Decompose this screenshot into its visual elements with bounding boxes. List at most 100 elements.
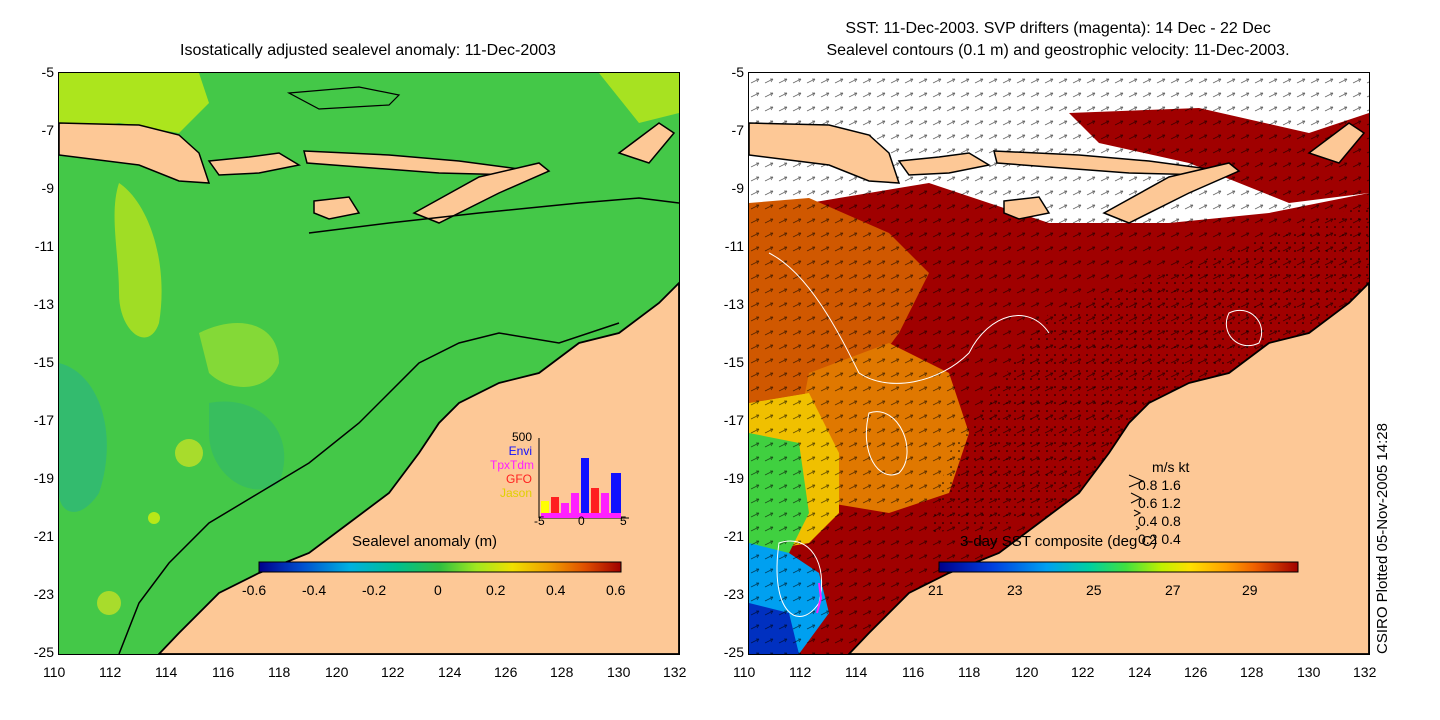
anomaly-spot-3 bbox=[148, 512, 160, 524]
colorbar-tick: -0.6 bbox=[242, 582, 267, 598]
inset-bar bbox=[591, 488, 599, 518]
sealevel-map-graphic bbox=[59, 73, 679, 654]
x-tick: 122 bbox=[381, 664, 405, 680]
shelf-break-contour bbox=[118, 197, 679, 654]
velocity-legend-row: 0.2 0.4 bbox=[1138, 531, 1181, 547]
legend-tpxtdm: TpxTdm bbox=[490, 458, 535, 472]
x-tick: 120 bbox=[325, 664, 349, 680]
x-tick: 132 bbox=[663, 664, 687, 680]
land-lesser-sunda-1 bbox=[897, 152, 992, 176]
anomaly-spot-2 bbox=[97, 591, 121, 615]
y-tick: -5 bbox=[41, 64, 54, 80]
legend-jason: Jason bbox=[499, 486, 532, 500]
right-x-axis: 110 112 114 116 118 120 122 124 126 128 … bbox=[0, 664, 1440, 686]
land-timor bbox=[1102, 162, 1241, 224]
x-tick: 112 bbox=[99, 664, 122, 680]
y-tick: -19 bbox=[723, 470, 744, 486]
inset-legend: 500 Envi TpxTdm GFO Jason bbox=[490, 430, 535, 500]
sst-colorbar-ticks: 21 23 25 27 29 bbox=[928, 582, 1328, 600]
land-sumba bbox=[313, 196, 361, 220]
x-tick: 130 bbox=[1297, 664, 1321, 680]
x-tick: 118 bbox=[268, 664, 291, 680]
x-tick: 126 bbox=[494, 664, 518, 680]
x-tick: 114 bbox=[845, 664, 868, 680]
colorbar-tick: 23 bbox=[1007, 582, 1023, 598]
sst-map bbox=[748, 72, 1370, 655]
land-java bbox=[749, 122, 901, 184]
inset-bar bbox=[561, 503, 569, 518]
y-tick: -15 bbox=[33, 354, 54, 370]
colorbar-tick: 25 bbox=[1086, 582, 1102, 598]
sealevel-colorbar-label: Sealevel anomaly (m) bbox=[352, 533, 498, 550]
velocity-legend-header: m/s kt bbox=[1152, 459, 1190, 475]
y-tick: -21 bbox=[33, 528, 54, 544]
sealevel-colorbar-ticks: -0.6 -0.4 -0.2 0 0.2 0.4 0.6 bbox=[238, 582, 638, 600]
colorbar-tick: 0 bbox=[434, 582, 442, 598]
sealevel-colorbar-bar bbox=[258, 561, 622, 573]
left-x-axis: 110 112 114 116 118 120 122 124 126 128 … bbox=[0, 664, 720, 686]
land-small-islands-ne bbox=[617, 122, 676, 164]
y-tick: -13 bbox=[723, 296, 744, 312]
colorbar-tick: 0.2 bbox=[486, 582, 506, 598]
sealevel-colorbar bbox=[258, 561, 622, 573]
x-tick: 112 bbox=[789, 664, 812, 680]
x-tick: 126 bbox=[1184, 664, 1208, 680]
anomaly-high-northwest bbox=[59, 73, 209, 133]
x-tick: 118 bbox=[958, 664, 981, 680]
anomaly-tongue bbox=[114, 183, 162, 338]
y-tick: -9 bbox=[41, 180, 54, 196]
x-tick: 128 bbox=[1240, 664, 1264, 680]
sst-colorbar-bar bbox=[938, 561, 1299, 573]
altimeter-inset bbox=[538, 438, 629, 519]
inset-base bbox=[541, 513, 621, 518]
sst-colorbar bbox=[938, 561, 1299, 573]
land-sumba bbox=[1003, 196, 1051, 220]
y-tick: -7 bbox=[41, 122, 54, 138]
sealevel-contour bbox=[768, 252, 1050, 384]
land-small-islands-ne bbox=[1307, 122, 1366, 164]
inset-bar bbox=[551, 497, 559, 518]
anomaly-spot-1 bbox=[175, 439, 203, 467]
sst-map-graphic bbox=[749, 73, 1369, 654]
inset-bar bbox=[601, 493, 609, 518]
right-map-title-line2: Sealevel contours (0.1 m) and geostrophi… bbox=[826, 42, 1290, 59]
velocity-legend-arrows bbox=[1128, 474, 1145, 531]
x-tick: 132 bbox=[1353, 664, 1377, 680]
land-australia bbox=[157, 281, 679, 654]
colorbar-tick: 29 bbox=[1242, 582, 1258, 598]
svp-drifter-track bbox=[816, 582, 823, 614]
land-australia bbox=[847, 281, 1369, 654]
colorbar-tick: -0.4 bbox=[302, 582, 327, 598]
velocity-legend: m/s kt 0.8 1.6 0.6 1.2 0.4 0.8 0.2 0.4 bbox=[1138, 458, 1189, 548]
inset-bar bbox=[581, 458, 589, 518]
colorbar-tick: 21 bbox=[928, 582, 944, 598]
inset-y-tick: 500 bbox=[511, 430, 532, 444]
y-tick: -13 bbox=[33, 296, 54, 312]
shelf-vectors bbox=[929, 203, 1369, 533]
inset-bar bbox=[541, 501, 549, 518]
y-tick: -19 bbox=[33, 470, 54, 486]
x-tick: 124 bbox=[438, 664, 462, 680]
y-tick: -23 bbox=[723, 586, 744, 602]
x-tick: 128 bbox=[550, 664, 574, 680]
land-java bbox=[59, 122, 211, 184]
y-tick: -23 bbox=[33, 586, 54, 602]
anomaly-high-north bbox=[599, 73, 679, 123]
x-tick: 130 bbox=[607, 664, 631, 680]
velocity-legend-row: 0.8 1.6 bbox=[1138, 477, 1181, 493]
velocity-legend-row: 0.6 1.2 bbox=[1138, 495, 1181, 511]
anomaly-low-west bbox=[59, 363, 107, 512]
inset-x-tick: 0 bbox=[578, 514, 585, 528]
y-tick: -7 bbox=[731, 122, 744, 138]
x-tick: 110 bbox=[43, 664, 66, 680]
sealevel-contour bbox=[865, 411, 908, 476]
y-tick: -25 bbox=[33, 644, 54, 660]
sealevel-anomaly-map bbox=[58, 72, 680, 655]
x-tick: 116 bbox=[212, 664, 235, 680]
legend-gfo: GFO bbox=[506, 472, 532, 486]
land-lesser-sunda-1 bbox=[207, 152, 302, 176]
colorbar-tick: 0.4 bbox=[546, 582, 566, 598]
land-timor bbox=[412, 162, 551, 224]
velocity-legend-row: 0.4 0.8 bbox=[1138, 513, 1181, 529]
sst-colorbar-label: 3-day SST composite (deg C) bbox=[960, 533, 1158, 550]
